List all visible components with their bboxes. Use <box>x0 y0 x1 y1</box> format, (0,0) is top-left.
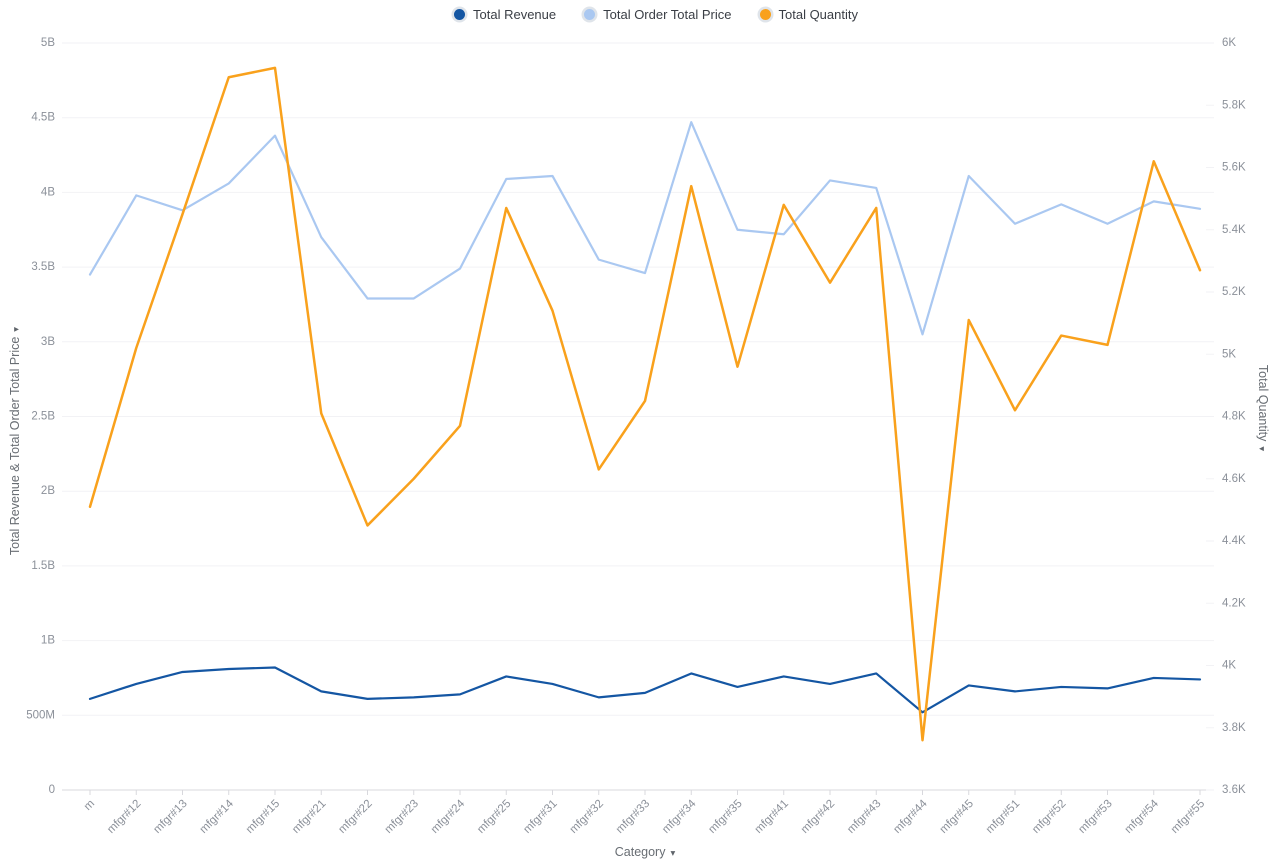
y-axis-tick-label-left: 1.5B <box>31 560 55 572</box>
y-axis-title-left[interactable]: Total Revenue & Total Order Total Price ▾ <box>8 327 22 555</box>
dropdown-caret-icon: ▾ <box>670 848 676 859</box>
y-axis-tick-label-left: 500M <box>26 709 55 721</box>
x-axis-tick-label: mfgr#14 <box>198 797 237 836</box>
y-axis-tick-label-right: 6K <box>1222 37 1236 49</box>
x-axis-tick-label: mfgr#41 <box>753 798 791 836</box>
y-axis-tick-label-right: 4.4K <box>1222 535 1246 547</box>
x-axis-tick-label: mfgr#51 <box>984 798 1022 836</box>
x-axis-tick-label: mfgr#22 <box>336 798 374 836</box>
legend-label: Total Order Total Price <box>603 7 732 22</box>
legend-marker-icon <box>759 9 771 20</box>
x-axis-tick-label: mfgr#33 <box>614 798 652 836</box>
x-axis-tick-label: mfgr#54 <box>1123 797 1162 836</box>
y-axis-tick-label-right: 5.6K <box>1222 162 1246 174</box>
x-axis-tick-label: mfgr#53 <box>1076 798 1114 836</box>
legend-item-total-revenue[interactable]: Total Revenue <box>454 7 556 22</box>
x-axis-tick-label: mfgr#12 <box>105 798 143 836</box>
y-axis-tick-label-right: 5.8K <box>1222 99 1246 111</box>
x-axis-tick-label: mfgr#15 <box>244 798 282 836</box>
y-axis-tick-label-right: 4.2K <box>1222 597 1246 609</box>
legend-marker-icon <box>584 9 596 20</box>
x-axis-title-text: Category <box>614 845 666 859</box>
x-axis-tick-label: mfgr#43 <box>845 798 883 836</box>
y-axis-tick-label-left: 3.5B <box>31 261 55 273</box>
legend-marker-icon <box>454 9 465 20</box>
x-axis-tick-label: mfgr#45 <box>938 798 976 836</box>
chart-legend: Total Revenue Total Order Total Price To… <box>0 7 1278 22</box>
line-total-revenue[interactable] <box>88 666 1202 714</box>
legend-item-total-order-total-price[interactable]: Total Order Total Price <box>584 7 732 22</box>
line-total-order-total-price[interactable] <box>88 121 1202 336</box>
y-axis-tick-label-right: 4.8K <box>1222 411 1246 423</box>
y-axis-tick-label-right: 3.6K <box>1222 784 1246 796</box>
x-axis-title[interactable]: Category ▾ <box>615 845 676 859</box>
y-axis-tick-label-left: 3B <box>41 336 55 348</box>
line-total-quantity[interactable] <box>88 66 1202 742</box>
x-axis-tick-label: mfgr#55 <box>1169 798 1207 836</box>
y-axis-tick-label-right: 5.4K <box>1222 224 1246 236</box>
dropdown-caret-icon: ▾ <box>1256 446 1267 452</box>
x-axis-tick-label: mfgr#23 <box>383 798 421 836</box>
y-axis-tick-label-left: 4B <box>41 186 55 198</box>
y-axis-tick-label-left: 2B <box>41 485 55 497</box>
x-axis-tick-label: mfgr#31 <box>521 798 559 836</box>
x-axis-tick-label: mfgr#42 <box>799 798 837 836</box>
y-axis-tick-label-right: 5.2K <box>1222 286 1246 298</box>
y-axis-tick-label-left: 1B <box>41 635 55 647</box>
y-axis-title-left-text: Total Revenue & Total Order Total Price <box>8 336 22 556</box>
y-axis-title-right-text: Total Quantity <box>1256 364 1270 442</box>
x-axis-tick-label: mfgr#24 <box>429 797 468 836</box>
y-axis-tick-label-left: 5B <box>41 37 55 49</box>
x-axis-tick-label: mfgr#44 <box>891 797 930 836</box>
x-axis-tick-label: m <box>82 798 97 813</box>
y-axis-tick-label-left: 2.5B <box>31 411 55 423</box>
x-axis-tick-label: mfgr#35 <box>706 798 744 836</box>
legend-label: Total Quantity <box>778 7 859 22</box>
y-axis-tick-label-left: 4.5B <box>31 112 55 124</box>
legend-item-total-quantity[interactable]: Total Quantity <box>759 7 859 22</box>
legend-label: Total Revenue <box>473 7 557 22</box>
dropdown-caret-icon: ▾ <box>11 326 22 332</box>
x-axis-tick-label: mfgr#34 <box>660 797 699 836</box>
y-axis-tick-label-right: 3.8K <box>1222 722 1246 734</box>
x-axis-tick-label: mfgr#25 <box>475 798 513 836</box>
y-axis-tick-label-left: 0 <box>49 784 55 796</box>
y-axis-tick-label-right: 4.6K <box>1222 473 1246 485</box>
x-axis-tick-label: mfgr#13 <box>151 798 189 836</box>
x-axis-tick-label: mfgr#32 <box>568 798 606 836</box>
y-axis-tick-label-right: 5K <box>1222 348 1236 360</box>
y-axis-tick-label-right: 4K <box>1222 660 1236 672</box>
y-axis-title-right[interactable]: Total Quantity ▾ <box>1256 365 1270 451</box>
x-axis-tick-label: mfgr#21 <box>290 798 328 836</box>
x-axis-tick-label: mfgr#52 <box>1030 798 1068 836</box>
